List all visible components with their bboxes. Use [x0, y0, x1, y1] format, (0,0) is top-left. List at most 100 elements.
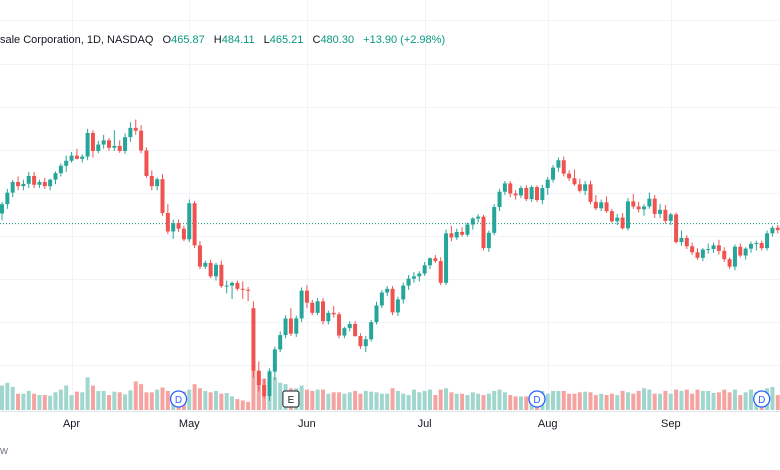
candle-body: [716, 245, 721, 251]
candle-body: [149, 175, 154, 187]
candle-body: [535, 187, 539, 201]
volume-bar: [577, 392, 582, 410]
volume-bar: [42, 395, 47, 410]
candle-body: [652, 198, 657, 214]
candle-body: [107, 140, 111, 148]
candle-body: [583, 184, 588, 191]
volume-bar: [165, 390, 170, 410]
volume-bar: [567, 393, 572, 410]
volume-bar: [197, 388, 202, 410]
candle-body: [64, 160, 69, 166]
volume-bar: [112, 391, 117, 410]
time-axis: Apr May Jun Jul Aug Sep: [63, 418, 681, 430]
volume-bar: [203, 390, 208, 410]
candle-body: [21, 183, 26, 187]
candle-body: [337, 314, 342, 336]
candle-body: [128, 127, 133, 138]
volume-bar: [695, 389, 700, 410]
volume-bar: [417, 392, 422, 410]
volume-bar: [454, 393, 459, 410]
candle-body: [481, 216, 486, 249]
volume-bar: [304, 389, 309, 410]
candle-body: [390, 288, 395, 313]
volume-bar: [625, 392, 630, 410]
dividend-icon[interactable]: D: [753, 390, 771, 408]
volume-bar: [401, 393, 406, 410]
volume-bar: [315, 389, 320, 410]
candle-body: [304, 290, 309, 303]
volume-bar: [128, 390, 133, 410]
candle-body: [460, 231, 465, 235]
candle-body: [454, 231, 459, 238]
candle-body: [315, 301, 320, 313]
candle-body: [203, 262, 208, 267]
volume-bar: [32, 393, 37, 410]
candle-body: [599, 202, 604, 209]
candle-body: [235, 282, 240, 289]
candle-body: [577, 184, 582, 191]
candle-body: [759, 243, 764, 249]
marker-label: D: [758, 395, 765, 406]
low-value: 465.21: [269, 34, 304, 46]
candle-body: [588, 184, 593, 202]
volume-bar: [0, 385, 4, 410]
candle-body: [246, 289, 251, 291]
candle-body: [374, 305, 379, 323]
candle-body: [524, 188, 529, 200]
volume-bar: [481, 395, 486, 410]
candle-body: [53, 173, 58, 180]
dividend-icon[interactable]: D: [169, 390, 188, 408]
candle-body: [369, 322, 374, 340]
candle-body: [422, 265, 427, 274]
volume-bar: [214, 390, 218, 410]
candle-body: [219, 264, 224, 287]
volume-bar: [74, 391, 79, 410]
candle-body: [37, 181, 42, 185]
volume-bar: [96, 390, 101, 410]
candle-body: [711, 245, 716, 250]
volume-bar: [240, 400, 245, 410]
candle-body: [411, 276, 416, 279]
volume-bar: [476, 393, 481, 410]
volume-bar: [342, 393, 347, 410]
candle-body: [658, 209, 663, 214]
volume-bar: [609, 393, 614, 410]
candle-body: [294, 318, 299, 334]
candle-body: [706, 249, 711, 251]
volume-bar: [246, 401, 251, 410]
candle-body: [262, 385, 267, 397]
volume-bar: [10, 386, 15, 410]
candle-body: [593, 201, 598, 209]
volume-bar: [144, 392, 149, 410]
volume-bar: [652, 393, 657, 410]
candle-body: [502, 183, 507, 192]
volume-bar: [53, 392, 58, 410]
volume-bar: [738, 395, 743, 410]
time-axis-label: Sep: [661, 418, 681, 430]
volume-bar: [230, 396, 235, 410]
volume-bar: [444, 388, 449, 410]
candle-body: [572, 178, 577, 185]
high-label: H: [213, 34, 222, 46]
candle-body: [299, 290, 304, 319]
candle-body: [395, 299, 400, 313]
volume-bar: [545, 393, 550, 410]
volume-bar: [374, 392, 379, 410]
volume-bar: [770, 386, 775, 410]
candle-body: [631, 201, 636, 207]
dividend-icon[interactable]: D: [528, 390, 546, 408]
volume-bar: [149, 392, 154, 410]
volume-bar: [5, 382, 10, 410]
earnings-icon[interactable]: E: [282, 390, 300, 408]
volume-bar: [321, 389, 325, 410]
candle-body: [476, 216, 481, 219]
candle-body: [326, 312, 331, 322]
open-label: O: [162, 34, 172, 46]
candle-body: [363, 339, 368, 347]
candle-body: [674, 214, 679, 243]
candle-body: [518, 188, 523, 196]
volume-bar: [369, 391, 374, 410]
